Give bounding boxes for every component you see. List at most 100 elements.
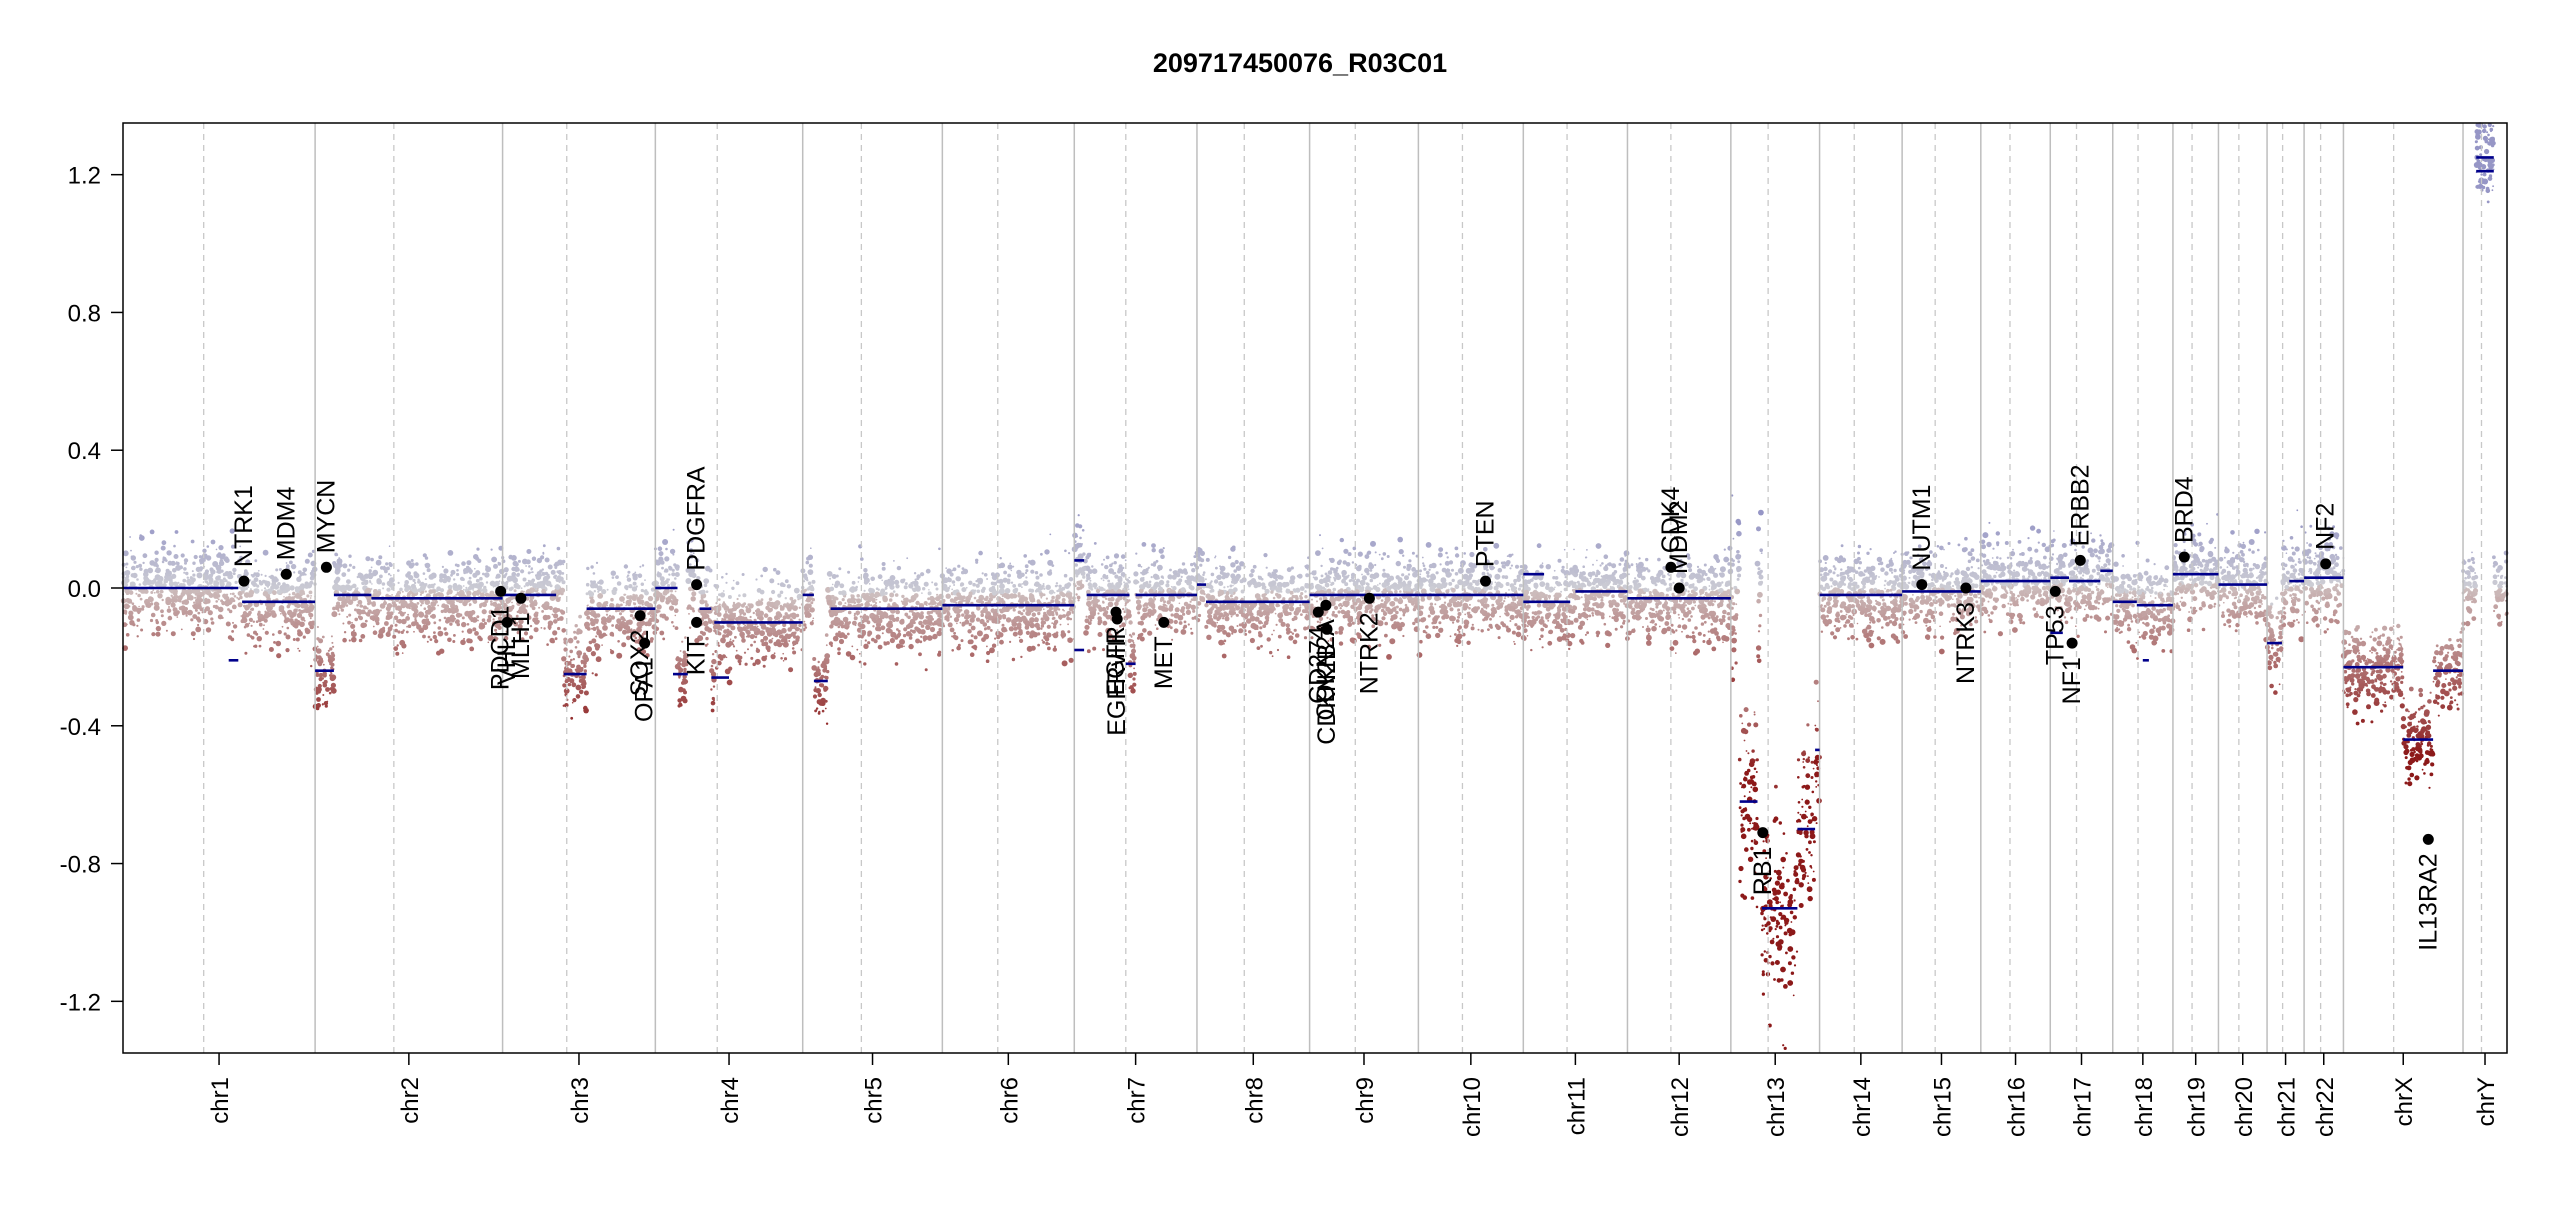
probe-point: [1063, 599, 1066, 601]
probe-point: [401, 590, 404, 593]
probe-point: [370, 566, 373, 569]
probe-point: [287, 609, 293, 616]
probe-point: [578, 614, 582, 619]
probe-point: [1087, 582, 1093, 587]
probe-point: [1091, 599, 1096, 605]
probe-point: [443, 616, 447, 620]
probe-point: [601, 644, 603, 646]
probe-point: [611, 576, 615, 579]
probe-point: [365, 579, 369, 583]
probe-point: [622, 601, 625, 604]
probe-point: [809, 608, 814, 613]
probe-point: [583, 652, 587, 656]
probe-point: [717, 654, 723, 659]
probe-point: [360, 604, 363, 606]
probe-point: [442, 578, 448, 584]
probe-point: [142, 561, 145, 565]
probe-point: [343, 631, 347, 634]
probe-point: [828, 641, 834, 646]
probe-point: [1183, 624, 1188, 629]
probe-point: [166, 570, 170, 574]
probe-point: [1030, 621, 1034, 624]
probe-point: [584, 621, 590, 628]
probe-point: [130, 555, 133, 558]
probe-point: [165, 599, 171, 605]
probe-point: [237, 591, 243, 596]
probe-point: [1299, 586, 1305, 591]
probe-point: [598, 633, 604, 639]
probe-point: [547, 624, 552, 628]
probe-point: [726, 630, 733, 636]
probe-point: [264, 574, 267, 578]
probe-point: [330, 682, 336, 689]
probe-point: [596, 626, 599, 629]
probe-point: [838, 638, 845, 645]
probe-point: [793, 587, 800, 594]
probe-point: [1093, 542, 1097, 545]
probe-point: [527, 596, 530, 600]
probe-point: [397, 581, 400, 585]
probe-point: [1197, 613, 1202, 618]
probe-point: [131, 602, 135, 605]
probe-point: [1092, 582, 1098, 588]
probe-point: [248, 579, 252, 582]
probe-point: [411, 593, 416, 598]
probe-point: [553, 613, 559, 619]
probe-point: [272, 576, 278, 582]
probe-point: [510, 586, 514, 590]
probe-point: [192, 561, 196, 565]
probe-point: [489, 617, 491, 620]
probe-point: [388, 545, 391, 547]
probe-point: [204, 569, 209, 574]
probe-point: [147, 596, 153, 602]
probe-point: [627, 602, 631, 607]
probe-point: [374, 614, 378, 618]
probe-point: [975, 583, 980, 588]
probe-point: [644, 589, 648, 592]
probe-point: [1127, 588, 1130, 591]
probe-point: [711, 658, 717, 665]
probe-point: [672, 528, 675, 531]
probe-point: [165, 559, 168, 562]
probe-point: [554, 574, 557, 578]
probe-point: [952, 634, 957, 639]
probe-point: [1224, 594, 1230, 600]
probe-point: [999, 557, 1002, 560]
probe-point: [1259, 626, 1263, 630]
probe-point: [311, 549, 315, 554]
probe-point: [372, 609, 378, 615]
probe-point: [488, 609, 494, 615]
probe-point: [1086, 649, 1091, 654]
probe-point: [232, 572, 236, 576]
probe-point: [875, 598, 878, 601]
probe-point: [217, 598, 220, 601]
probe-point: [1233, 582, 1236, 585]
probe-point: [1185, 609, 1191, 616]
probe-point: [911, 629, 915, 633]
probe-point: [132, 606, 138, 612]
probe-point: [223, 556, 229, 562]
probe-point: [1139, 636, 1145, 642]
probe-point: [870, 604, 873, 607]
probe-point: [1186, 576, 1190, 580]
probe-point: [161, 560, 165, 564]
probe-point: [1304, 590, 1307, 593]
probe-point: [1034, 617, 1038, 620]
probe-point: [129, 536, 132, 538]
probe-point: [1147, 583, 1152, 588]
probe-point: [737, 659, 742, 664]
probe-point: [1222, 614, 1226, 618]
probe-point: [1014, 587, 1019, 592]
probe-point: [254, 559, 258, 563]
probe-point: [131, 565, 136, 571]
probe-point: [807, 554, 813, 560]
probe-point: [132, 623, 136, 627]
probe-point: [1262, 624, 1267, 628]
probe-point: [690, 596, 696, 602]
probe-point: [812, 657, 817, 661]
probe-point: [886, 641, 890, 645]
probe-point: [610, 603, 612, 605]
probe-point: [925, 624, 931, 630]
probe-point: [478, 581, 484, 588]
probe-point: [782, 583, 786, 588]
